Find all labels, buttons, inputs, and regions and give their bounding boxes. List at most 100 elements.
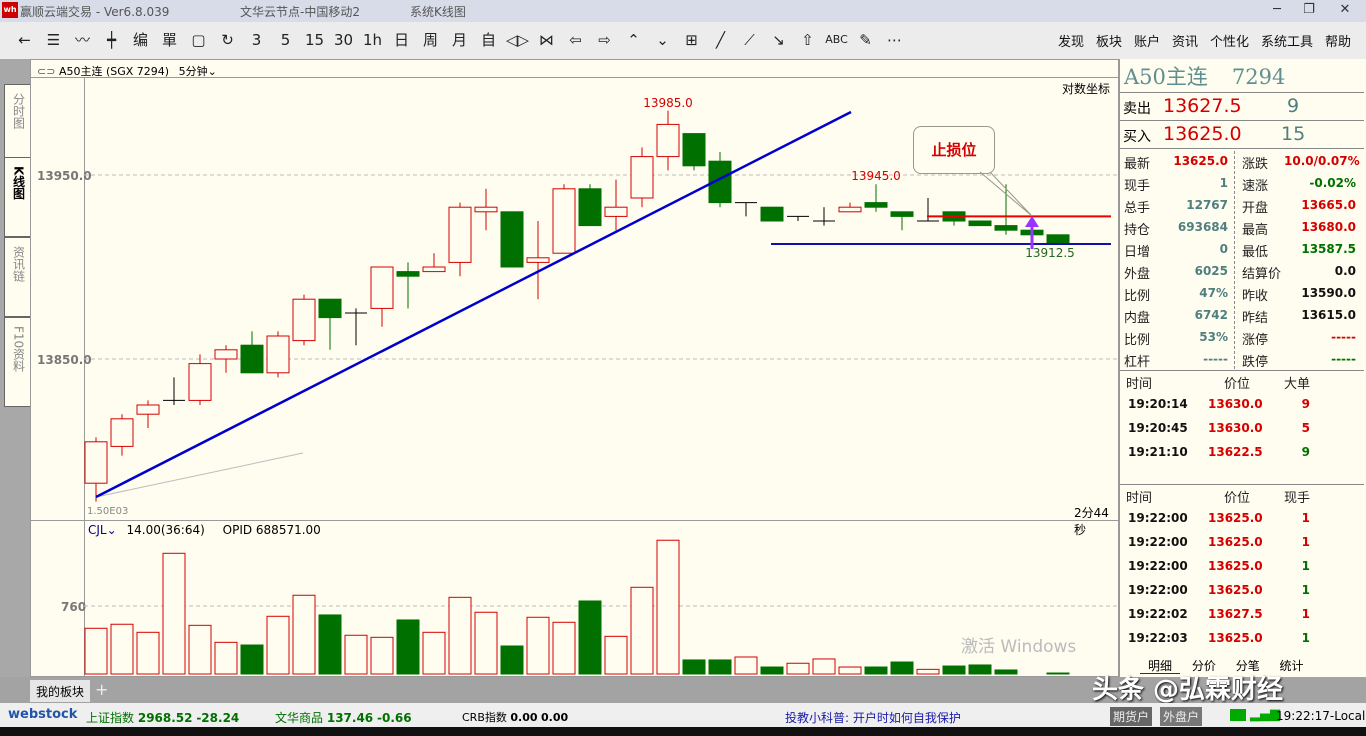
save-icon[interactable]: ▢	[191, 31, 206, 49]
tip-link[interactable]: 投教小科普: 开户时如何自我保护	[785, 711, 961, 725]
candle-body	[396, 271, 420, 277]
draw-tool-6-icon[interactable]: ⊞	[685, 31, 698, 49]
candle-body	[422, 266, 446, 273]
draw-tool-2-icon[interactable]: ⇦	[569, 31, 582, 49]
bid-row[interactable]: 买入 13625.0 15	[1123, 123, 1363, 147]
webstock-logo: webstock	[8, 707, 78, 722]
edit-icon[interactable]: 编	[132, 31, 148, 49]
period-1h-button[interactable]: 1h	[362, 31, 383, 49]
volume-bar	[188, 624, 212, 675]
futures-account-button[interactable]: 期货户	[1110, 707, 1153, 726]
draw-tool-5-icon[interactable]: ⌄	[656, 31, 669, 49]
symbol-label: A50主连 (SGX 7294)	[58, 65, 170, 78]
tab-news-chain[interactable]: 资讯链	[4, 237, 31, 317]
tab-detail[interactable]: 明细	[1140, 659, 1181, 674]
indicator-dropdown[interactable]: CJL	[88, 523, 107, 537]
stop-loss-callout[interactable]: 止损位	[913, 126, 995, 174]
field-value: 47%	[1199, 286, 1228, 300]
wenhua-index[interactable]: 文华商品 137.46 -0.66	[275, 711, 412, 725]
draw-tool-4-icon[interactable]: ⌃	[627, 31, 640, 49]
high-label: 13985.0	[643, 96, 693, 110]
period-30-button[interactable]: 30	[333, 31, 354, 49]
add-tab-button[interactable]: +	[95, 680, 109, 699]
menu-0[interactable]: 发现	[1058, 35, 1085, 50]
foreign-account-button[interactable]: 外盘户	[1160, 707, 1203, 726]
draw-tool-1-icon[interactable]: ⋈	[539, 31, 554, 49]
volume-bar	[240, 644, 264, 675]
volume-bar	[84, 627, 108, 675]
ask-label: 卖出	[1123, 101, 1151, 117]
grid-icon[interactable]: 單	[161, 31, 177, 49]
menu-5[interactable]: 系统工具	[1261, 35, 1314, 50]
draw-tool-0-icon[interactable]: ◁▷	[505, 31, 530, 49]
candle-body	[188, 363, 212, 401]
close-button[interactable]: ✕	[1339, 2, 1351, 17]
tab-label: 分时图	[11, 93, 26, 129]
minimize-button[interactable]: ─	[1273, 2, 1281, 17]
connection-icon	[1230, 709, 1246, 721]
menu-3[interactable]: 资讯	[1172, 35, 1199, 50]
chart-header[interactable]: ⊂⊃ A50主连 (SGX 7294) 5分钟⌄	[37, 63, 217, 79]
menu-4[interactable]: 个性化	[1210, 35, 1250, 50]
quote-title: A50主连 7294	[1124, 61, 1285, 91]
header-divider	[31, 77, 1119, 78]
period-周-button[interactable]: 周	[422, 31, 438, 49]
sh-index[interactable]: 上证指数 2968.52 -28.24	[86, 711, 240, 725]
period-3-button[interactable]: 3	[251, 31, 262, 49]
list-icon[interactable]: ☰	[46, 31, 61, 49]
side-tabs: 分时图 K线图 资讯链 F10资料	[0, 59, 31, 677]
draw-tool-9-icon[interactable]: ↘	[772, 31, 785, 49]
period-自-button[interactable]: 自	[480, 31, 496, 49]
refresh-icon[interactable]: ↻	[221, 31, 234, 49]
tab-stats[interactable]: 统计	[1279, 659, 1304, 673]
trend-line	[95, 110, 852, 499]
quote-row: 比例 53% 涨停 -----	[1124, 327, 1360, 349]
quote-panel: A50主连 7294 卖出 13627.5 9 买入 13625.0 15 最新 …	[1119, 59, 1366, 677]
draw-tool-13-icon[interactable]: ⋯	[887, 31, 902, 49]
draw-tool-8-icon[interactable]: ⟋	[744, 31, 755, 49]
candle-body	[500, 211, 524, 268]
period-月-button[interactable]: 月	[451, 31, 467, 49]
table-row: 19:22:02 13627.5 1	[1128, 607, 1310, 621]
period-dropdown[interactable]: 5分钟	[178, 65, 208, 78]
title-bar: wh 赢顺云端交易 - Ver6.8.039 文华云节点-中国移动2 系统K线图…	[0, 0, 1366, 22]
draw-tool-11-icon[interactable]: ABC	[825, 33, 848, 46]
candle-body	[552, 188, 576, 254]
back-icon[interactable]: ←	[18, 31, 31, 49]
candle-body	[708, 160, 732, 204]
period-15-button[interactable]: 15	[304, 31, 325, 49]
menu-2[interactable]: 账户	[1134, 35, 1161, 50]
table-row: 19:22:03 13625.0 1	[1128, 631, 1310, 645]
field-value: 0	[1219, 242, 1228, 256]
quote-row: 持仓 693684 最高 13680.0	[1124, 217, 1360, 239]
draw-tool-3-icon[interactable]: ⇨	[598, 31, 611, 49]
draw-tool-12-icon[interactable]: ✎	[859, 31, 872, 49]
candle-body	[994, 225, 1018, 231]
log-scale-toggle[interactable]: 对数坐标	[1062, 82, 1111, 96]
tab-kline[interactable]: K线图	[4, 157, 31, 237]
quote-row: 内盘 6742 昨结 13615.0	[1124, 305, 1360, 327]
menu-1[interactable]: 板块	[1096, 35, 1123, 50]
tab-price-dist[interactable]: 分价	[1191, 659, 1216, 673]
volume-chart[interactable]	[84, 520, 1118, 676]
crb-index[interactable]: CRB指数 0.00 0.00	[462, 711, 569, 724]
line-chart-icon[interactable]: 〰	[74, 31, 90, 49]
field-label: 涨跌	[1242, 157, 1269, 172]
price-chart[interactable]: 13985.0 13945.0 13912.5	[84, 77, 1118, 519]
field-label: 日增	[1124, 245, 1151, 260]
ask-row[interactable]: 卖出 13627.5 9	[1123, 95, 1363, 119]
candle-icon[interactable]: ┿	[106, 31, 117, 49]
period-5-button[interactable]: 5	[280, 31, 291, 49]
field-value: 6742	[1194, 308, 1228, 322]
draw-tool-7-icon[interactable]: ╱	[715, 31, 726, 49]
tab-my-block[interactable]: 我的板块	[30, 680, 91, 702]
field-label[interactable]: 结算价	[1242, 267, 1282, 282]
draw-tool-10-icon[interactable]: ⇧	[801, 31, 814, 49]
tab-f10[interactable]: F10资料	[4, 317, 31, 407]
restore-button[interactable]: ❐	[1303, 2, 1315, 17]
tab-ticks[interactable]: 分笔	[1235, 659, 1260, 673]
period-日-button[interactable]: 日	[393, 31, 409, 49]
volume-bar	[578, 600, 602, 675]
field-value: 13680.0	[1301, 220, 1356, 234]
menu-6[interactable]: 帮助	[1325, 35, 1352, 50]
